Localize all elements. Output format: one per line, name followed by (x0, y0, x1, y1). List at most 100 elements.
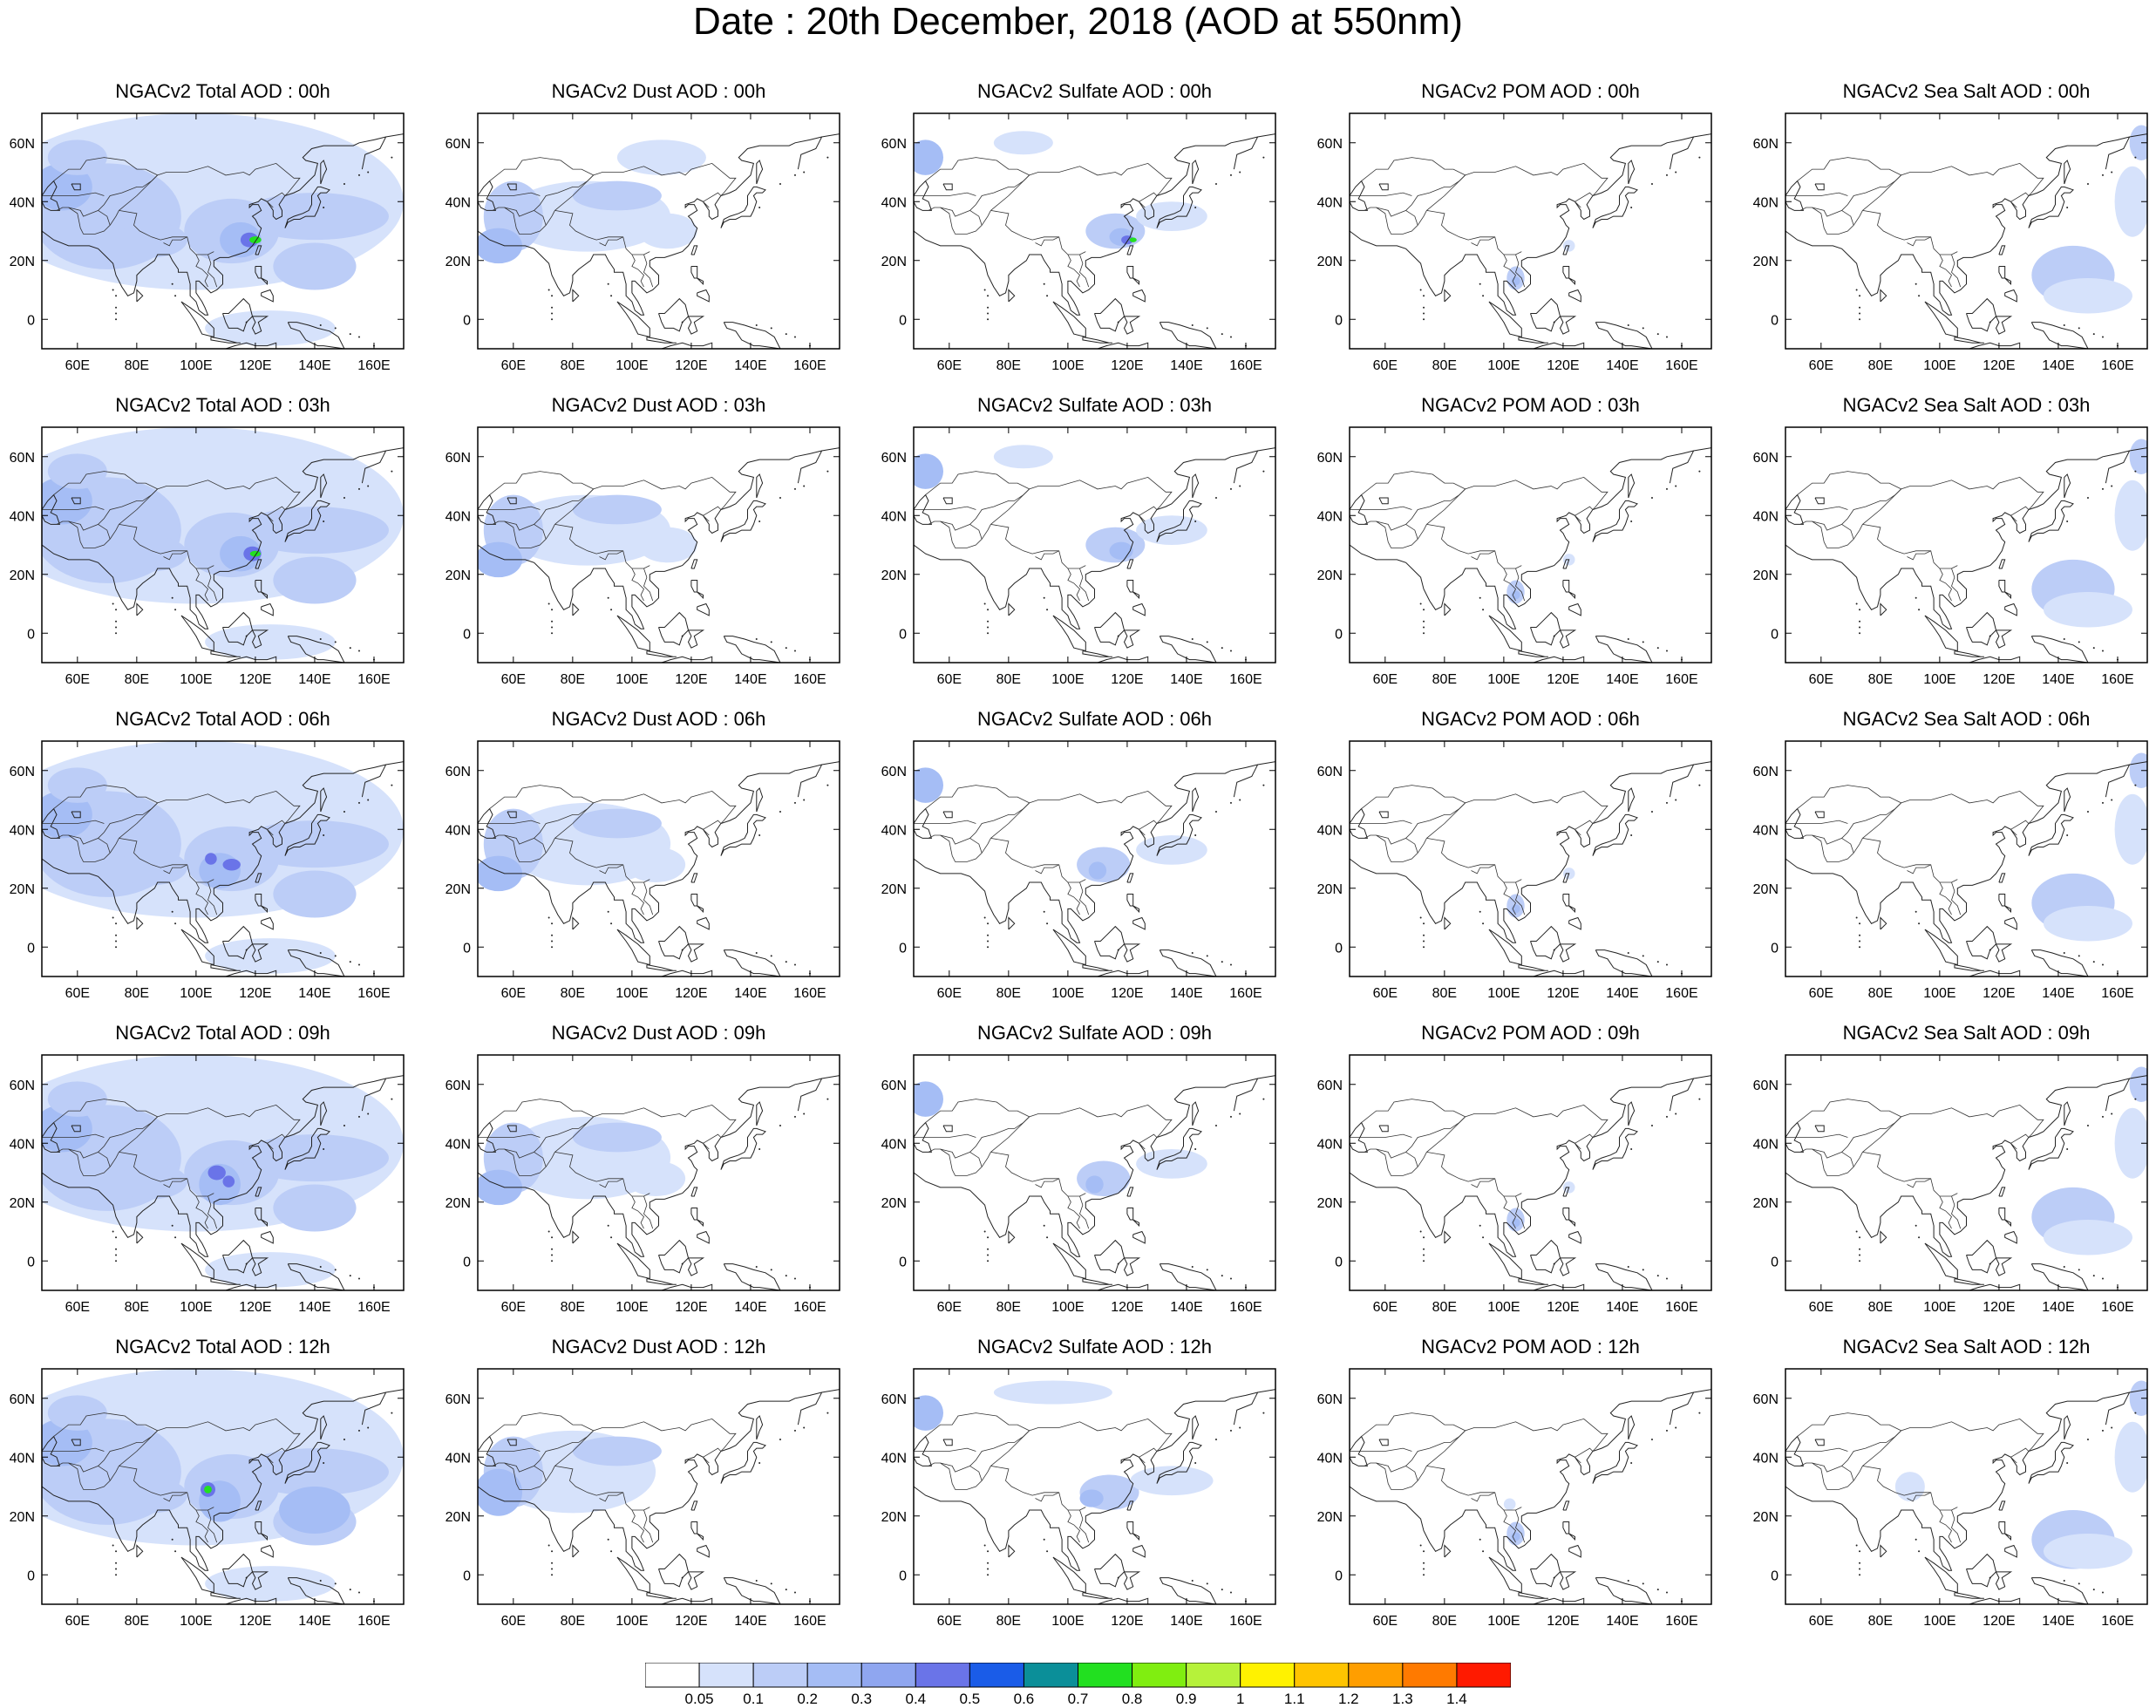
y-tick-label: 40N (881, 823, 907, 838)
x-tick-label: 120E (675, 1614, 707, 1629)
island-mark (1479, 596, 1481, 599)
island-mark (803, 171, 806, 174)
x-tick-label: 140E (1170, 672, 1202, 687)
island-mark (367, 799, 370, 801)
coastline (1924, 929, 1958, 966)
coastline (914, 447, 1275, 629)
country-border (1387, 1466, 1418, 1490)
y-tick-label: 60N (1317, 765, 1343, 779)
country-border (207, 881, 218, 915)
island-mark (1423, 318, 1425, 321)
island-mark (319, 952, 322, 954)
country-border (703, 1143, 710, 1150)
country-border (478, 1447, 541, 1452)
coastline (658, 611, 690, 646)
island-mark (1989, 949, 1991, 951)
island-mark (367, 171, 370, 174)
y-tick-label: 20N (1753, 568, 1779, 583)
island-mark (1266, 1618, 1268, 1620)
coastline (1192, 1415, 1200, 1440)
island-mark (112, 602, 114, 605)
coastline (1156, 1127, 1202, 1170)
x-tick-label: 140E (1170, 1614, 1202, 1629)
country-border (515, 524, 547, 548)
island-mark (983, 289, 986, 291)
island-mark (830, 1618, 832, 1620)
aod-plume (572, 180, 662, 211)
country-border (1139, 829, 1146, 836)
island-mark (2101, 174, 2104, 176)
map-frame (41, 112, 405, 350)
x-tick-label: 140E (1606, 672, 1638, 687)
island-mark (1229, 1429, 1232, 1432)
coastline (1954, 964, 1984, 971)
panel-title: NGACv2 Sulfate AOD : 03h (976, 394, 1213, 416)
coastline (42, 1121, 61, 1153)
coastline (1562, 1187, 1570, 1197)
y-tick-label: 60N (881, 137, 907, 152)
y-tick-label: 0 (1771, 627, 1779, 642)
island-mark (1702, 363, 1704, 364)
country-border (2010, 1457, 2017, 1464)
island-mark (2078, 641, 2080, 643)
island-mark (983, 1544, 986, 1547)
x-tick-label: 100E (1051, 1300, 1084, 1315)
country-border (1515, 881, 1526, 915)
country-border (1426, 1104, 1608, 1153)
island-mark (1665, 801, 1668, 804)
country-border (554, 524, 650, 569)
coastline (1814, 497, 1825, 505)
x-tick-label: 80E (125, 1300, 149, 1315)
y-tick-label: 0 (1335, 941, 1343, 956)
island-mark (1627, 324, 1629, 326)
island-mark (1675, 485, 1677, 487)
country-border (1350, 506, 1412, 510)
colorbar-swatch (1023, 1663, 1078, 1688)
coastline (287, 949, 345, 976)
y-tick-label: 20N (881, 1510, 907, 1525)
island-mark (174, 1236, 177, 1239)
x-tick-label: 60E (1373, 1300, 1398, 1315)
island-mark (2101, 801, 2104, 804)
country-border (42, 1133, 105, 1138)
coastline (1533, 656, 1585, 663)
y-tick-label: 0 (899, 627, 907, 642)
coastline (180, 1242, 214, 1280)
country-border (1361, 1412, 1466, 1437)
y-tick-label: 60N (445, 1079, 471, 1093)
country-border (990, 476, 1173, 525)
country-border (951, 1466, 983, 1490)
country-border (1503, 1509, 1516, 1543)
country-border (1812, 1148, 1825, 1170)
country-border (195, 1509, 208, 1543)
map-frame (41, 1368, 405, 1605)
aod-plume (2043, 906, 2132, 942)
island-mark (551, 1254, 554, 1256)
colorbar-swatch (1186, 1663, 1241, 1688)
coastline (572, 1544, 580, 1558)
coastline (255, 580, 268, 600)
x-tick-label: 60E (937, 1614, 962, 1629)
country-border (2010, 1447, 2030, 1458)
coastline (1156, 186, 1202, 228)
country-border (1515, 254, 1526, 288)
y-tick-label: 40N (1753, 1451, 1779, 1466)
island-mark (245, 1262, 248, 1265)
country-border (1376, 834, 1389, 856)
island-mark (1859, 922, 1861, 925)
panel-title: NGACv2 Sea Salt AOD : 03h (1842, 394, 2091, 416)
x-tick-label: 80E (996, 1300, 1021, 1315)
island-mark (115, 1254, 118, 1256)
island-mark (1656, 1275, 1659, 1277)
x-tick-label: 120E (1547, 358, 1579, 373)
country-border (1939, 1195, 1952, 1229)
coastline (1969, 656, 2021, 663)
x-tick-label: 140E (734, 986, 766, 1001)
coastline (261, 1230, 274, 1244)
map-panel: NGACv2 Sea Salt AOD : 09h 60E 80E 100E 120E 1… (1753, 1022, 2148, 1315)
country-border (1139, 1447, 1158, 1458)
coastline (222, 925, 254, 960)
island-mark (1698, 784, 1701, 786)
